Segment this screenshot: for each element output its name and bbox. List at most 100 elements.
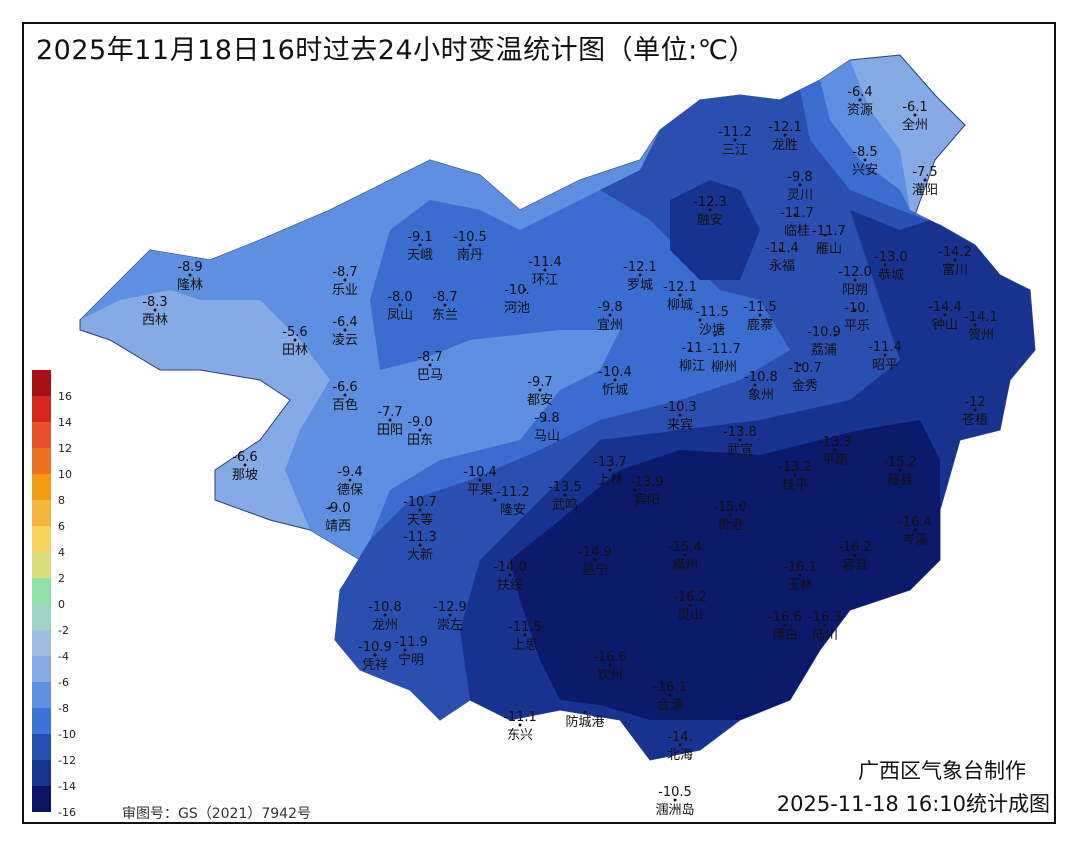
station-name: 田林	[282, 343, 308, 358]
station-value: -10.4	[463, 465, 497, 480]
station-name: 鹿寨	[747, 317, 773, 333]
station-name: 天峨	[407, 248, 433, 263]
station-name: 苍梧	[962, 413, 988, 428]
station-marker: -11.2 三江	[718, 125, 752, 158]
station-value: -12	[964, 395, 985, 410]
station-marker: -11.7 雁山	[812, 224, 846, 257]
station-dot	[793, 473, 797, 477]
station-name: 隆安	[500, 503, 526, 518]
station-marker: -16.6 博白	[768, 610, 802, 643]
legend-swatch	[32, 448, 51, 474]
station-name: 那坡	[232, 468, 258, 483]
station-dot	[608, 468, 612, 472]
station-dot	[798, 573, 802, 577]
station-value: -10.8	[744, 370, 778, 385]
station-value: -9.8	[534, 411, 559, 426]
station-marker: -11.3 大新	[403, 530, 437, 563]
station-value: -8.7	[432, 290, 457, 305]
station-dot	[613, 378, 617, 382]
station-value: -10.	[504, 283, 529, 298]
station-dot	[793, 213, 797, 217]
station-value: -8.7	[417, 350, 442, 365]
station-dot	[428, 363, 432, 367]
station-name: 阳朔	[842, 283, 868, 298]
legend-swatch	[32, 682, 51, 708]
station-name: 靖西	[325, 519, 351, 534]
station-value: -10.7	[788, 361, 822, 376]
station-value: -6.6	[332, 380, 357, 395]
legend-tick: -14	[58, 780, 76, 793]
station-name: 武鸣	[552, 497, 578, 513]
station-value: -11.5	[695, 305, 729, 320]
station-marker: -10. 河池	[504, 283, 530, 316]
station-name: 防城港	[565, 714, 604, 730]
station-value: -9.7	[527, 375, 552, 390]
legend-swatch	[32, 630, 51, 656]
station-value: -16.6	[768, 610, 802, 625]
station-dot	[523, 633, 527, 637]
station-marker: -9.8 灵川	[787, 170, 813, 203]
station-value: -12.3	[693, 195, 727, 210]
station-marker: -10.4 平果	[463, 465, 497, 498]
station-value: -14.	[667, 730, 692, 745]
station-value: -11.4	[868, 340, 902, 355]
station-dot	[798, 363, 802, 367]
station-dot	[673, 798, 677, 802]
station-dot	[833, 333, 837, 337]
station-value: -9.1	[407, 230, 432, 245]
station-value: -14.2	[938, 245, 972, 260]
station-name: 忻城	[602, 383, 628, 398]
station-name: 宁明	[398, 652, 424, 668]
station-dot	[708, 208, 712, 212]
station-marker: -5.6 田林	[282, 325, 308, 358]
station-value: -13.0	[874, 250, 908, 265]
station-marker: -14.2 富川	[938, 245, 972, 278]
station-dot	[758, 313, 762, 317]
station-dot	[923, 178, 927, 182]
station-name: 东兰	[432, 308, 458, 323]
station-value: -10.7	[403, 495, 437, 510]
station-marker: -9.8 宜州	[597, 300, 623, 333]
station-name: 富川	[942, 262, 968, 278]
station-value: -14.4	[928, 300, 962, 315]
station-marker: -16.1 合浦	[653, 680, 687, 713]
station-marker: -11.5 鹿寨	[743, 300, 777, 333]
station-value: -10.3	[663, 400, 697, 415]
station-name: 河池	[504, 301, 530, 316]
station-value: -10.5	[658, 785, 692, 800]
station-value: -8.7	[332, 265, 357, 280]
legend-tick: 16	[58, 390, 72, 403]
station-name: 邕宁	[582, 562, 608, 578]
station-marker: -6.6 那坡	[232, 450, 258, 483]
station-value: -14.0	[493, 560, 527, 575]
station-marker: -10.5 南丹	[453, 230, 487, 263]
station-dot	[913, 113, 917, 117]
review-number: 审图号：GS（2021）7942号	[122, 806, 311, 822]
station-marker: -10.9 凭祥	[358, 640, 392, 673]
station-value: -13.9	[630, 475, 664, 490]
station-dot	[683, 553, 687, 557]
station-name: 灵川	[787, 188, 813, 203]
station-dot	[608, 663, 612, 667]
station-name: 天等	[407, 512, 433, 528]
station-value: -15.0	[713, 500, 747, 515]
station-dot	[728, 513, 732, 517]
station-name: 横州	[672, 558, 698, 573]
station-marker: -8.7 乐业	[332, 265, 358, 298]
station-dot	[343, 278, 347, 282]
station-dot	[418, 243, 422, 247]
station-dot	[508, 573, 512, 577]
station-dot	[753, 383, 757, 387]
station-value: -8.3	[142, 295, 167, 310]
station-marker: -7.7 田阳	[377, 405, 403, 438]
station-marker: -10.7 天等	[403, 495, 437, 528]
station-marker: -9.7 都安	[527, 375, 553, 408]
station-value: -11.2	[718, 125, 752, 140]
station-marker: -11.4 昭平	[868, 340, 902, 373]
station-dot	[403, 648, 407, 652]
station-dot	[348, 478, 352, 482]
legend-swatch	[32, 474, 51, 500]
station-dot	[418, 543, 422, 547]
station-value: -16.4	[898, 515, 932, 530]
station-value: -11.1	[503, 710, 537, 725]
